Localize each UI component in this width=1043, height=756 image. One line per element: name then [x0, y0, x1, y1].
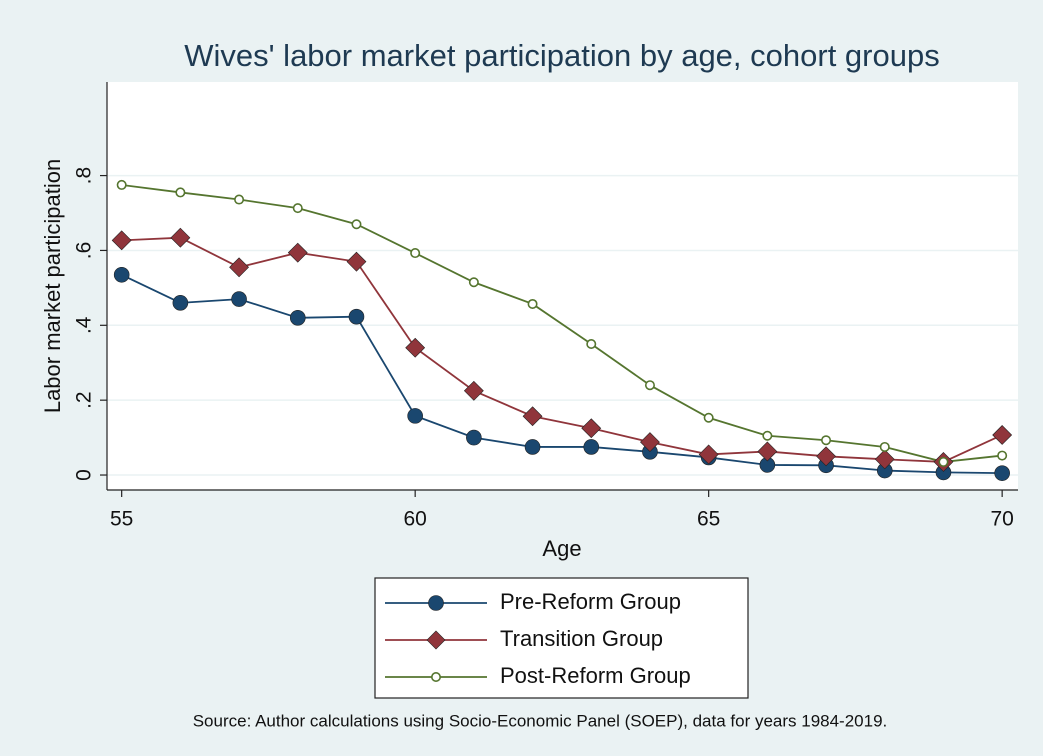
marker: [170, 227, 191, 248]
marker: [640, 432, 660, 453]
marker: [172, 295, 189, 311]
chart-title: Wives' labor market participation by age…: [184, 38, 939, 73]
marker: [231, 291, 247, 307]
y-tick-label: .4: [73, 316, 96, 334]
marker: [997, 450, 1008, 461]
legend-label: Post-Reform Group: [500, 663, 691, 688]
marker: [524, 439, 541, 455]
y-tick-label: .8: [73, 167, 96, 185]
marker: [116, 179, 127, 190]
marker: [410, 248, 421, 259]
legend-marker: [428, 595, 444, 611]
marker: [289, 310, 306, 326]
marker: [175, 187, 186, 198]
marker: [234, 194, 245, 205]
series-line: [121, 236, 1003, 463]
marker: [994, 465, 1010, 481]
marker: [698, 444, 719, 465]
marker: [527, 298, 538, 309]
marker: [407, 408, 423, 424]
marker: [463, 380, 484, 401]
x-axis-label: Age: [542, 536, 581, 561]
x-tick-label: 65: [697, 508, 720, 531]
legend-marker: [426, 630, 446, 650]
marker: [287, 242, 308, 263]
marker: [874, 449, 895, 470]
marker: [348, 308, 365, 325]
marker: [821, 435, 832, 446]
marker: [992, 425, 1013, 445]
marker: [466, 429, 482, 446]
source-note: Source: Author calculations using Socio-…: [193, 711, 888, 730]
marker: [583, 439, 600, 455]
marker: [703, 412, 714, 423]
marker: [879, 441, 890, 452]
legend-label: Transition Group: [500, 626, 663, 651]
marker: [762, 430, 773, 441]
marker: [522, 406, 543, 427]
marker: [405, 337, 426, 358]
series-line: [121, 184, 1003, 463]
marker: [938, 456, 949, 467]
y-tick-label: 0: [73, 469, 96, 481]
x-tick-label: 60: [403, 508, 426, 531]
marker: [111, 230, 132, 251]
y-axis-label: Labor market participation: [40, 159, 65, 413]
marker: [229, 257, 249, 278]
series-line: [121, 273, 1003, 475]
marker: [113, 266, 130, 283]
marker: [346, 251, 367, 272]
x-tick-label: 70: [990, 508, 1013, 531]
marker: [292, 203, 303, 214]
marker: [351, 219, 362, 230]
marker: [581, 418, 602, 439]
legend-label: Pre-Reform Group: [500, 589, 681, 614]
legend-marker: [430, 671, 441, 682]
marker: [468, 277, 479, 288]
y-tick-label: .2: [73, 391, 96, 409]
plot-area: [107, 82, 1018, 490]
marker: [586, 339, 597, 350]
marker: [644, 380, 655, 391]
marker: [816, 446, 836, 467]
marker: [757, 441, 778, 462]
x-tick-label: 55: [110, 508, 133, 531]
y-tick-label: .6: [73, 242, 96, 260]
